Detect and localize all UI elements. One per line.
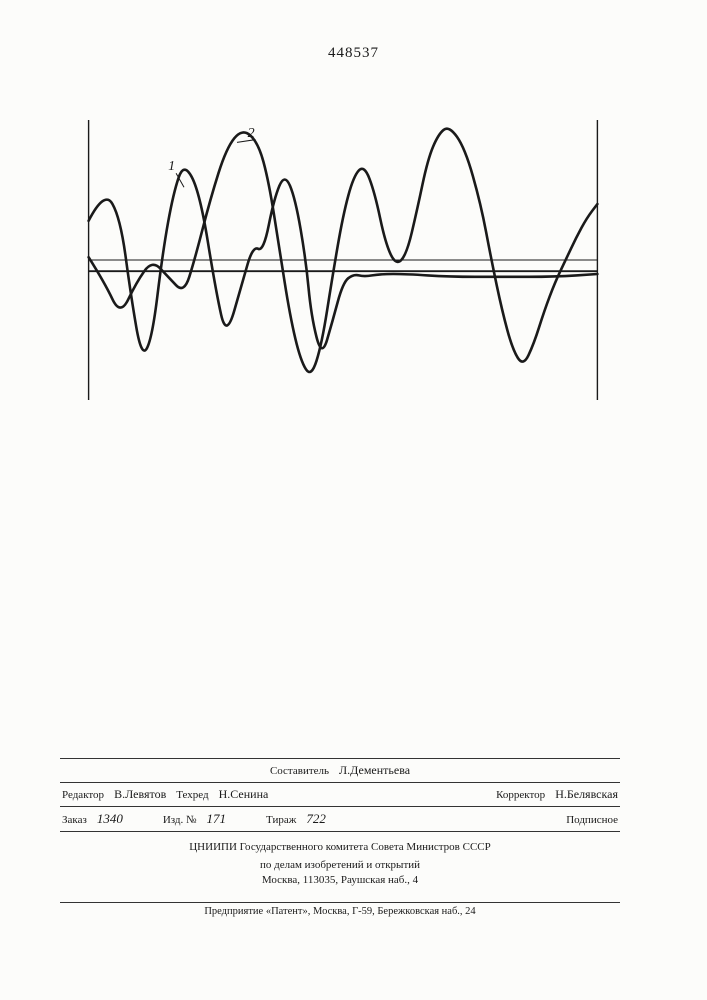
waveform-chart: 1 2 xyxy=(78,120,608,400)
print-row: Заказ 1340 Изд. № 171 Тираж 722 Подписно… xyxy=(60,806,620,831)
order-value: 1340 xyxy=(97,811,123,827)
credits-block: Составитель Л.Дементьева Редактор В.Левя… xyxy=(60,758,620,895)
org-line-1: ЦНИИПИ Государственного комитета Совета … xyxy=(62,836,618,858)
curve-1-label: 1 xyxy=(168,159,175,175)
page-number: 448537 xyxy=(0,45,707,62)
org-row: ЦНИИПИ Государственного комитета Совета … xyxy=(60,831,620,895)
editor-name: В.Левятов xyxy=(114,787,166,802)
editor-role: Редактор xyxy=(62,789,104,801)
tiraz-value: 722 xyxy=(306,811,326,827)
footer-line: Предприятие «Патент», Москва, Г-59, Бере… xyxy=(60,902,620,917)
compiler-name: Л.Дементьева xyxy=(339,763,410,778)
techred-name: Н.Сенина xyxy=(219,787,269,802)
compiler-role: Составитель xyxy=(270,765,329,777)
chart-svg xyxy=(78,120,608,400)
order-label: Заказ xyxy=(62,814,87,826)
izd-value: 171 xyxy=(207,811,227,827)
proof-name: Н.Белявская xyxy=(555,787,618,802)
org-line-2: по делам изобретений и открытий xyxy=(62,858,618,872)
techred-role: Техред xyxy=(176,789,208,801)
compiler-row: Составитель Л.Дементьева xyxy=(60,758,620,782)
proof-role: Корректор xyxy=(496,789,545,801)
editors-row: Редактор В.Левятов Техред Н.Сенина Корре… xyxy=(60,782,620,806)
curve-2-label: 2 xyxy=(248,126,255,142)
izd-label: Изд. № xyxy=(163,814,197,826)
org-line-3: Москва, 113035, Раушская наб., 4 xyxy=(62,873,618,891)
tiraz-label: Тираж xyxy=(266,814,296,826)
sub-label: Подписное xyxy=(566,814,618,826)
